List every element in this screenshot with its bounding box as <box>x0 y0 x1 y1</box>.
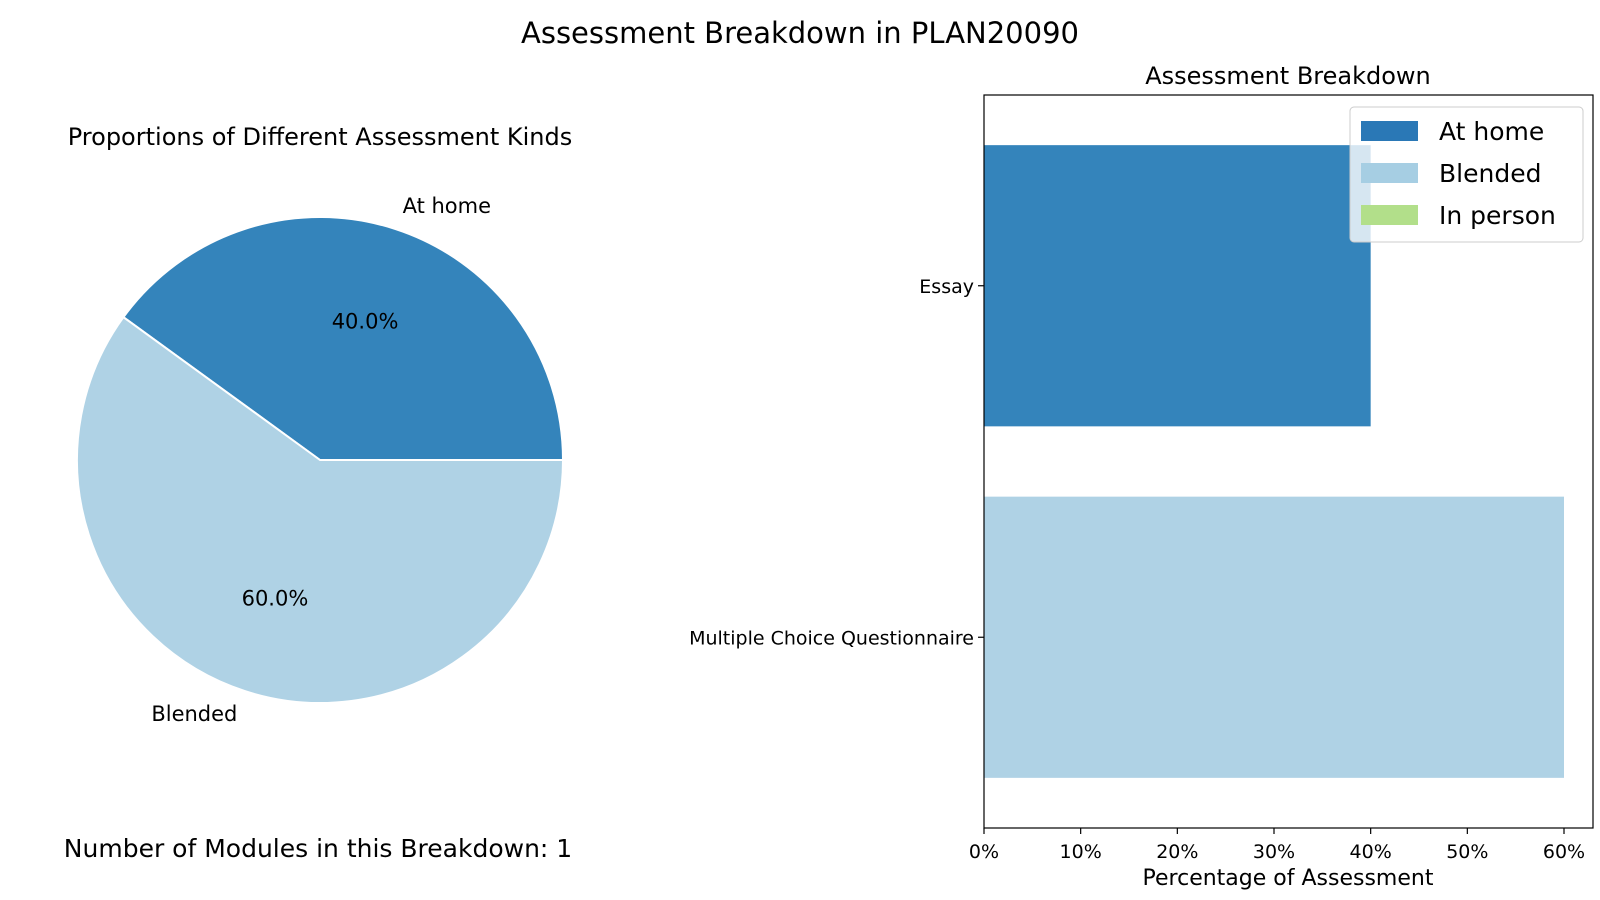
pie-percent-at-home: 40.0% <box>332 309 399 333</box>
bar-chart: Assessment Breakdown Essay Multiple Choic… <box>689 62 1594 891</box>
bars <box>984 145 1564 778</box>
legend-swatch-blended <box>1361 163 1418 183</box>
bar-multiple-choice-questionnaire-blended <box>984 496 1564 778</box>
bar-essay-at-home <box>984 145 1371 427</box>
x-axis: 0% 10% 20% 30% 40% 50% 60% <box>969 828 1585 863</box>
x-tick-label: 20% <box>1156 841 1198 863</box>
pie-label-at-home: At home <box>403 194 491 218</box>
x-tick-label: 40% <box>1350 841 1392 863</box>
bar-title: Assessment Breakdown <box>1145 62 1431 90</box>
legend-label-in-person: In person <box>1439 201 1556 230</box>
x-axis-label: Percentage of Assessment <box>1143 866 1434 891</box>
pie-chart: Proportions of Different Assessment Kind… <box>64 123 572 863</box>
legend-swatch-in-person <box>1361 205 1418 225</box>
plot-frame <box>983 94 1594 829</box>
y-tick-label: Essay <box>919 276 974 298</box>
x-tick-label: 60% <box>1543 841 1585 863</box>
modules-count-note: Number of Modules in this Breakdown: 1 <box>64 834 572 863</box>
y-axis: Essay Multiple Choice Questionnaire <box>689 276 984 649</box>
x-tick-label: 30% <box>1253 841 1295 863</box>
pie-title: Proportions of Different Assessment Kind… <box>68 123 572 151</box>
pie-slice-at-home <box>122 216 565 461</box>
pie-slices: At home 40.0% Blended 60.0% <box>76 194 565 726</box>
legend-label-blended: Blended <box>1439 159 1541 188</box>
x-tick-label: 10% <box>1060 841 1102 863</box>
legend-label-at-home: At home <box>1439 117 1544 146</box>
pie-percent-blended: 60.0% <box>242 587 309 611</box>
figure-title: Assessment Breakdown in PLAN20090 <box>521 16 1079 50</box>
x-tick-label: 0% <box>969 841 999 863</box>
legend-swatch-at-home <box>1361 121 1418 141</box>
x-tick-label: 50% <box>1446 841 1488 863</box>
y-tick-label: Multiple Choice Questionnaire <box>689 627 974 649</box>
legend: At home Blended In person <box>1349 106 1584 243</box>
pie-label-blended: Blended <box>151 702 237 726</box>
pie-slice-blended <box>76 315 565 704</box>
